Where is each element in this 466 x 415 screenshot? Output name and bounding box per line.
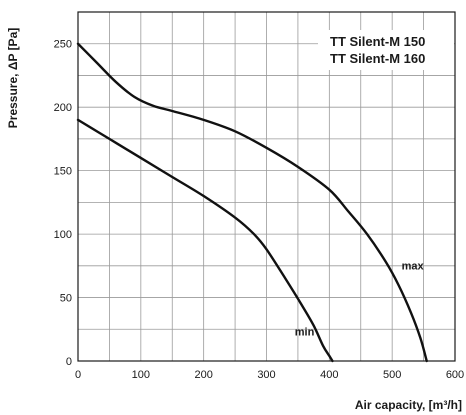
- x-tick-label: 600: [446, 369, 464, 381]
- curves: [76, 42, 428, 363]
- x-tick-label: 100: [132, 369, 150, 381]
- y-tick-labels: 0 50 100 150 200 250: [54, 39, 72, 368]
- curve-label-min: min: [295, 327, 315, 339]
- y-tick-label: 0: [66, 356, 72, 368]
- curve-max: [76, 42, 428, 363]
- x-tick-label: 300: [257, 369, 275, 381]
- model-name-1: TT Silent-M 150: [330, 34, 425, 49]
- x-tick-label: 0: [75, 369, 81, 381]
- curve-min: [76, 118, 334, 363]
- x-tick-labels: 0 100 200 300 400 500 600: [75, 369, 464, 381]
- curve-label-max: max: [402, 261, 425, 273]
- x-tick-label: 500: [383, 369, 401, 381]
- plot-frame: [77, 11, 456, 362]
- x-tick-label: 200: [194, 369, 212, 381]
- curve-annotations: max min: [295, 261, 425, 339]
- x-axis-title: Air capacity, [m³/h]: [355, 398, 462, 412]
- y-tick-label: 200: [54, 102, 72, 114]
- y-tick-label: 250: [54, 39, 72, 51]
- y-tick-label: 50: [60, 293, 72, 305]
- y-tick-label: 150: [54, 166, 72, 178]
- x-tick-label: 400: [320, 369, 338, 381]
- model-name-2: TT Silent-M 160: [330, 51, 425, 66]
- legend-box: [318, 30, 454, 70]
- y-axis-title: Pressure, ΔP [Pa]: [6, 28, 20, 128]
- y-tick-label: 100: [54, 229, 72, 241]
